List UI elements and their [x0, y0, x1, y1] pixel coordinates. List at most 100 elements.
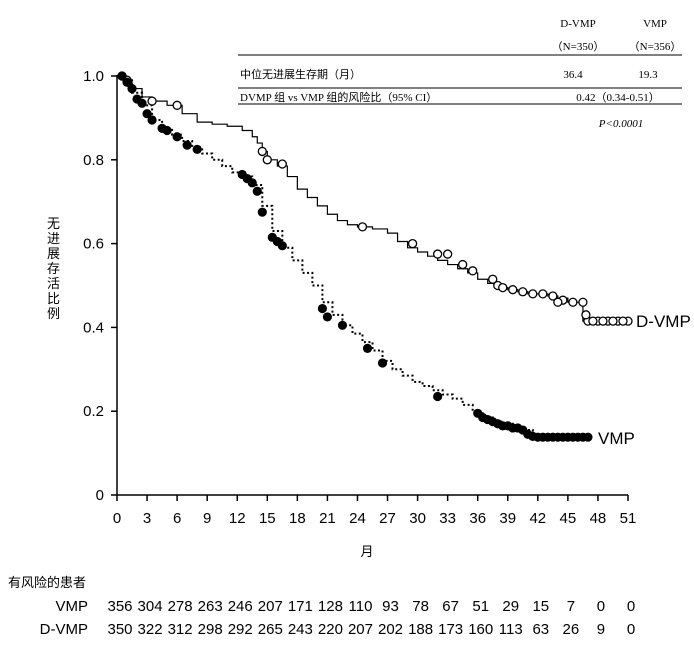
x-tick-label-5: 15 — [259, 510, 276, 527]
table-col-n-dvmp: （N=350） — [552, 40, 605, 53]
at-risk-values-vmp: 356 304 278 263 246 207 171 128 110 93 78 67 51 29 15 7… — [107, 598, 635, 615]
censor-mark-vmp-23 — [362, 343, 373, 353]
censor-mark-d-vmp-29 — [581, 310, 591, 320]
at-risk-d-vmp-6: 243 — [288, 621, 313, 638]
x-tick-label-14: 42 — [529, 510, 546, 527]
at-risk-vmp-8: 110 — [349, 598, 373, 615]
at-risk-d-vmp-3: 298 — [198, 621, 223, 638]
censor-mark-d-vmp-22 — [568, 297, 578, 307]
at-risk-d-vmp-4: 292 — [228, 621, 253, 638]
y-ticks: 0 0.2 0.4 0.6 0.8 1.0 — [83, 68, 117, 504]
table-row-hr-value: 0.42（0.34-0.51） — [576, 91, 659, 104]
at-risk-title: 有风险的患者 — [8, 575, 86, 591]
censor-mark-vmp-9 — [172, 132, 182, 142]
x-axis-label: 月 — [360, 545, 373, 560]
at-risk-vmp-3: 263 — [198, 598, 223, 615]
y-tick-label-5: 1.0 — [83, 68, 104, 85]
at-risk-table: 有风险的患者 VMP D-VMP 356 304 278 263 246 207 171 12… — [8, 575, 635, 638]
at-risk-d-vmp-1: 322 — [138, 621, 163, 638]
censor-mark-vmp-21 — [322, 312, 333, 322]
censor-mark-vmp-2 — [127, 83, 137, 94]
table-col-header-vmp: VMP — [643, 18, 667, 30]
x-tick-label-0: 0 — [113, 510, 121, 527]
censor-mark-vmp-20 — [317, 303, 328, 314]
x-tick-label-12: 36 — [469, 510, 486, 527]
y-tick-label-2: 0.4 — [83, 319, 104, 336]
censor-mark-d-vmp-13 — [488, 274, 498, 284]
at-risk-vmp-5: 207 — [258, 598, 283, 615]
censor-mark-d-vmp-7 — [357, 222, 368, 232]
at-risk-vmp-4: 246 — [228, 598, 253, 615]
table-col-n-vmp: （N=356） — [629, 40, 682, 53]
at-risk-vmp-0: 356 — [107, 598, 132, 615]
at-risk-vmp-6: 171 — [288, 598, 313, 615]
censor-mark-d-vmp-34 — [553, 297, 563, 307]
at-risk-vmp-17: 0 — [627, 598, 635, 615]
series-label-vmp: VMP — [598, 429, 635, 448]
table-row-hr-label: DVMP 组 vs VMP 组的风险比（95% CI） — [240, 90, 437, 104]
censor-mark-vmp-14 — [247, 178, 257, 188]
table-col-header-dvmp: D-VMP — [560, 18, 595, 30]
at-risk-vmp-2: 278 — [168, 598, 193, 615]
table-row-median-dvmp: 36.4 — [563, 69, 583, 81]
at-risk-d-vmp-17: 0 — [627, 621, 635, 638]
series-vmp — [117, 71, 593, 442]
censor-mark-d-vmp-19 — [538, 289, 548, 299]
at-risk-d-vmp-12: 160 — [468, 621, 493, 638]
censor-mark-d-vmp-2 — [147, 96, 157, 106]
x-tick-label-6: 18 — [289, 510, 306, 527]
censor-mark-d-vmp-16 — [508, 285, 518, 295]
censor-mark-vmp-15 — [252, 186, 262, 196]
x-tick-label-15: 45 — [560, 510, 577, 527]
at-risk-vmp-7: 128 — [318, 598, 343, 615]
censor-mark-vmp-8 — [162, 125, 172, 136]
censor-mark-d-vmp-6 — [277, 159, 287, 169]
at-risk-d-vmp-2: 312 — [168, 621, 193, 638]
at-risk-d-vmp-16: 9 — [597, 621, 605, 638]
censor-mark-d-vmp-9 — [432, 249, 443, 259]
at-risk-vmp-10: 78 — [412, 598, 429, 615]
censor-mark-d-vmp-20 — [548, 291, 558, 301]
censor-mark-d-vmp-5 — [262, 155, 272, 165]
x-tick-label-2: 6 — [173, 510, 181, 527]
censor-mark-d-vmp-3 — [172, 100, 182, 110]
at-risk-vmp-13: 29 — [502, 598, 519, 615]
at-risk-d-vmp-14: 63 — [532, 621, 549, 638]
y-tick-label-4: 0.8 — [83, 152, 104, 169]
censor-mark-vmp-10 — [182, 140, 192, 150]
at-risk-d-vmp-13: 113 — [499, 621, 523, 638]
censor-mark-d-vmp-12 — [468, 266, 478, 276]
censor-mark-d-vmp-17 — [518, 287, 528, 297]
censor-mark-d-vmp-18 — [528, 289, 538, 299]
censor-mark-vmp-1 — [122, 77, 132, 87]
censor-mark-d-vmp-10 — [442, 249, 453, 259]
x-tick-label-1: 3 — [143, 510, 151, 527]
y-tick-label-1: 0.2 — [83, 403, 104, 420]
censor-mark-vmp-11 — [192, 144, 202, 154]
curve-d-vmp — [117, 75, 628, 322]
at-risk-d-vmp-5: 265 — [258, 621, 283, 638]
y-tick-label-3: 0.6 — [83, 236, 104, 253]
x-tick-label-11: 33 — [439, 510, 456, 527]
censor-mark-d-vmp-31 — [598, 316, 608, 326]
x-tick-label-17: 51 — [620, 510, 637, 527]
censor-mark-vmp-48 — [583, 432, 593, 442]
censor-mark-d-vmp-33 — [618, 316, 628, 326]
at-risk-vmp-9: 93 — [382, 598, 399, 615]
series-label-dvmp: D-VMP — [636, 312, 691, 331]
censor-mark-vmp-0 — [117, 71, 127, 81]
censor-mark-d-vmp-8 — [407, 238, 418, 249]
at-risk-d-vmp-10: 188 — [408, 621, 433, 638]
censor-mark-d-vmp-4 — [257, 146, 267, 157]
x-tick-label-16: 48 — [590, 510, 607, 527]
censor-mark-vmp-25 — [433, 391, 443, 402]
x-tick-label-3: 9 — [203, 510, 211, 527]
at-risk-row-label-vmp: VMP — [55, 598, 88, 615]
at-risk-values-dvmp: 350 322 312 298 292 265 243 220 207 202 188 173 160 1… — [107, 621, 635, 638]
x-ticks: 0 3 6 9 12 15 18 21 24 27 30 33 36 39 42 45 48 51 — [113, 495, 637, 527]
table-row-median-label: 中位无进展生存期（月） — [240, 67, 361, 81]
table-row-median-vmp: 19.3 — [638, 69, 658, 81]
censor-mark-d-vmp-23 — [578, 297, 588, 307]
at-risk-d-vmp-11: 173 — [438, 621, 463, 638]
